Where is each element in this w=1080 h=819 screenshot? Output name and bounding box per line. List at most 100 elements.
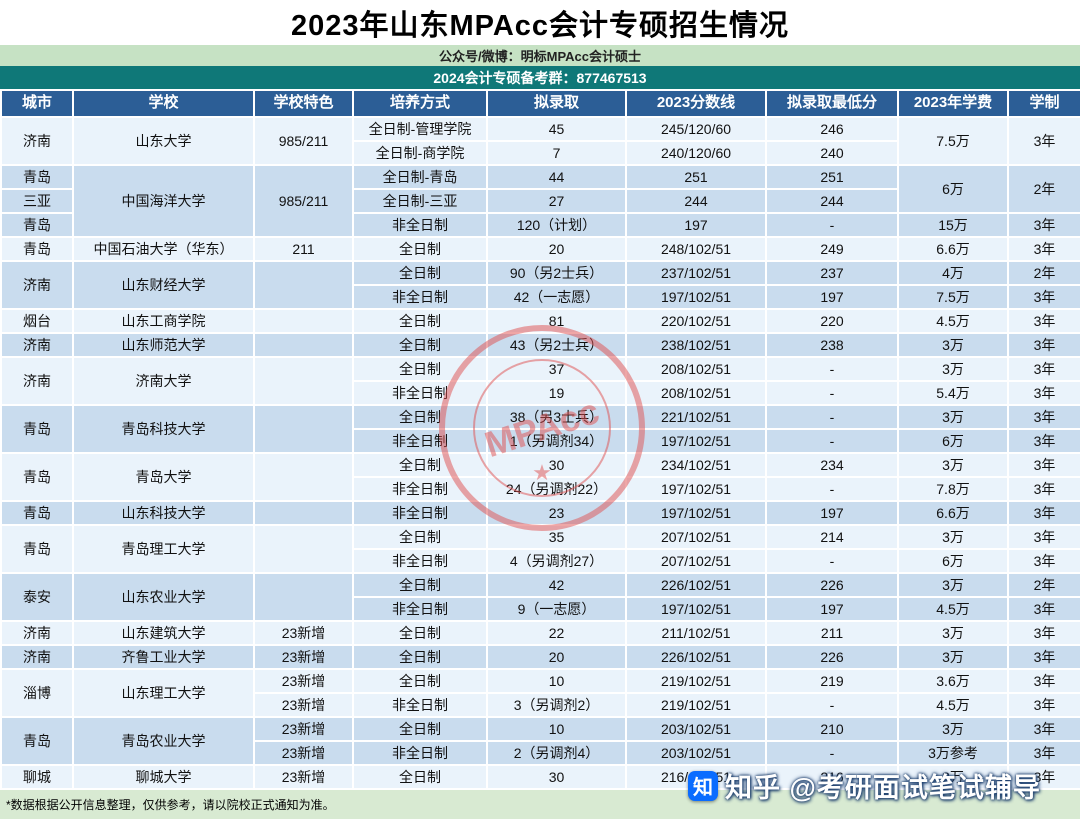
- table-cell: 非全日制: [352, 596, 488, 622]
- table-cell: 238/102/51: [625, 332, 767, 358]
- table-cell: 23新增: [253, 764, 354, 790]
- table-cell: 3万: [897, 644, 1009, 670]
- table-cell: 淄博: [0, 668, 74, 718]
- column-header: 拟录取最低分: [765, 89, 899, 118]
- table-cell: 240/120/60: [625, 140, 767, 166]
- table-cell: 203/102/51: [625, 716, 767, 742]
- table-cell: 985/211: [253, 116, 354, 166]
- table-cell: 非全日制: [352, 380, 488, 406]
- column-header: 学校特色: [253, 89, 354, 118]
- table-cell: 1（另调剂34）: [486, 428, 627, 454]
- table-cell: 24（另调剂22）: [486, 476, 627, 502]
- table-cell: 208/102/51: [625, 356, 767, 382]
- table-cell: 30: [486, 764, 627, 790]
- table-cell: 251: [625, 164, 767, 190]
- table-cell: 35: [486, 524, 627, 550]
- table-cell: 4.5万: [897, 692, 1009, 718]
- table-cell: 全日制: [352, 356, 488, 382]
- table-cell: 中国海洋大学: [72, 164, 255, 238]
- table-cell: 226: [765, 644, 899, 670]
- table-row: 23新增 非全日制 3（另调剂2） 219/102/51-4.5万 3年: [1, 692, 1080, 718]
- table-cell: [253, 524, 354, 574]
- table-cell: 全日制-青岛: [352, 164, 488, 190]
- table-cell: 81: [486, 308, 627, 334]
- table-cell: 济南: [0, 356, 74, 406]
- table-cell: 3年: [1007, 524, 1080, 550]
- table-cell: 251: [765, 164, 899, 190]
- table-row: 青岛 中国石油大学（华东） 211 全日制 20 248/102/51 249 6.6万 3年: [0, 236, 1080, 262]
- table-cell: 青岛理工大学: [72, 524, 255, 574]
- column-header: 拟录取: [486, 89, 627, 118]
- table-cell: [253, 572, 354, 622]
- table-cell: 青岛: [0, 236, 74, 262]
- table-cell: [253, 500, 354, 526]
- table-cell: 208/102/51: [625, 380, 767, 406]
- table-cell: 216: [765, 764, 899, 790]
- table-cell: 三亚: [0, 188, 74, 214]
- table-cell: 全日制: [352, 308, 488, 334]
- table-cell: 青岛: [0, 716, 74, 766]
- table-row: 烟台 山东工商学院 全日制 81 220/102/51 220 4.5万 3年: [0, 308, 1080, 334]
- table-cell: [253, 356, 354, 406]
- table-cell: 237/102/51: [625, 260, 767, 286]
- table-cell: 207/102/51: [625, 548, 767, 574]
- table-row: 三亚 全日制-三亚 27 244 244: [0, 188, 1080, 214]
- table-row: 济南 山东师范大学 全日制 43（另2士兵） 238/102/51 238 3万 3年: [0, 332, 1080, 358]
- table-cell: 197/102/51: [625, 596, 767, 622]
- table-cell: 220/102/51: [625, 308, 767, 334]
- table-cell: 烟台: [0, 308, 74, 334]
- table-cell: 全日制: [352, 620, 488, 646]
- table-cell: 非全日制: [352, 476, 488, 502]
- qq-group-banner: 2024会计专硕备考群：877467513: [0, 66, 1080, 89]
- table-cell: 3年: [1007, 668, 1080, 694]
- table-cell: 3年: [1007, 428, 1080, 454]
- table-row: 青岛 青岛理工大学 全日制 35 207/102/51 214 3万 3年: [0, 524, 1080, 574]
- table-cell: 3年: [1007, 116, 1080, 166]
- table-cell: 全日制: [352, 260, 488, 286]
- table-cell: 4万: [897, 260, 1009, 286]
- table-cell: 3.6万: [897, 668, 1009, 694]
- table-cell: 聊城大学: [72, 764, 255, 790]
- table-cell: 249: [765, 236, 899, 262]
- table-cell: 济南: [0, 116, 74, 166]
- table-row: 非全日制 42（一志愿） 197/102/51 197 7.5万 3年: [1, 284, 1080, 310]
- table-cell: 3万: [897, 404, 1009, 430]
- table-cell: 青岛: [0, 212, 74, 238]
- table-cell: 226/102/51: [625, 644, 767, 670]
- table-cell: 青岛: [0, 404, 74, 454]
- table-cell: 197: [625, 212, 767, 238]
- table-row: 青岛 青岛大学 全日制 30 234/102/51 234 3万 3年: [0, 452, 1080, 502]
- table-cell: 3（另调剂2）: [486, 692, 627, 718]
- table-cell: 216/102/51: [625, 764, 767, 790]
- table-row: 济南 山东财经大学 全日制 90（另2士兵） 237/102/51 237 4万 2年: [0, 260, 1080, 310]
- table-cell: 全日制: [352, 764, 488, 790]
- table-cell: 226/102/51: [625, 572, 767, 598]
- table-cell: -: [765, 740, 899, 766]
- table-cell: 23新增: [253, 644, 354, 670]
- table-cell: 3年: [1007, 356, 1080, 382]
- table-cell: 20: [486, 236, 627, 262]
- table-cell: 197: [765, 500, 899, 526]
- column-header: 城市: [0, 89, 74, 118]
- column-header: 2023年学费: [897, 89, 1009, 118]
- table-cell: 7.5万: [897, 284, 1009, 310]
- table-cell: 3万: [897, 572, 1009, 598]
- table-cell: -: [765, 404, 899, 430]
- table-cell: 197: [765, 284, 899, 310]
- table-cell: 10: [486, 716, 627, 742]
- table-cell: 3年: [1007, 308, 1080, 334]
- table-cell: 6万: [897, 164, 1009, 214]
- table-cell: 237: [765, 260, 899, 286]
- table-cell: 青岛: [0, 500, 74, 526]
- table-cell: 3年: [1007, 620, 1080, 646]
- table-cell: 42（一志愿）: [486, 284, 627, 310]
- table-cell: 214: [765, 524, 899, 550]
- table-cell: -: [765, 692, 899, 718]
- table-cell: 全日制: [352, 404, 488, 430]
- table-cell: 3年: [1007, 332, 1080, 358]
- table-cell: 全日制: [352, 452, 488, 478]
- table-cell: 220: [765, 308, 899, 334]
- table-cell: 青岛大学: [72, 452, 255, 502]
- table-cell: 济南: [0, 260, 74, 310]
- column-header: 学制: [1007, 89, 1080, 118]
